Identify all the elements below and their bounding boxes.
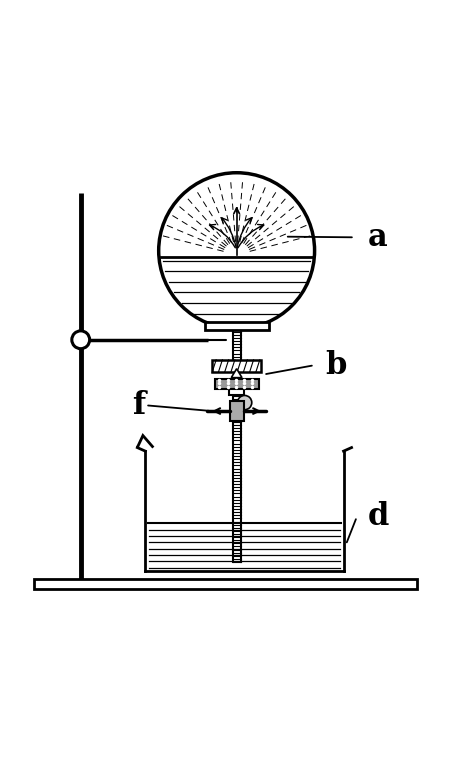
Circle shape	[159, 173, 315, 328]
Circle shape	[238, 396, 252, 410]
Bar	[34, 579, 417, 589]
Circle shape	[72, 331, 90, 349]
Bar	[212, 360, 261, 372]
Polygon shape	[231, 369, 242, 378]
Bar	[215, 379, 259, 389]
Bar	[230, 389, 244, 395]
Text: b: b	[326, 350, 347, 381]
Text: f: f	[132, 389, 145, 421]
Bar	[205, 322, 269, 331]
Text: d: d	[368, 501, 389, 532]
Bar	[230, 401, 244, 421]
Text: a: a	[368, 222, 388, 253]
